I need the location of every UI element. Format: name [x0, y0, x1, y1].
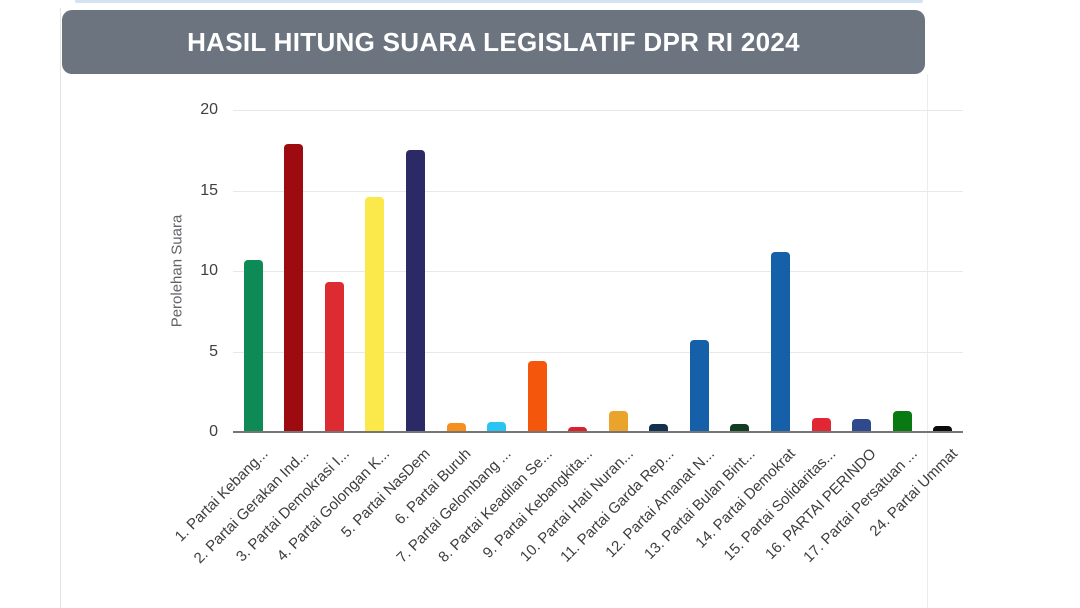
- bar-10[interactable]: [608, 411, 628, 432]
- bar-18[interactable]: [933, 426, 953, 432]
- card-left-border: [60, 8, 61, 608]
- bar-11[interactable]: [649, 423, 669, 432]
- bar-14[interactable]: [771, 251, 790, 432]
- bar-15[interactable]: [811, 417, 831, 432]
- y-tick-label-15: 15: [200, 181, 218, 199]
- y-tick-label-5: 5: [209, 342, 218, 360]
- bar-4[interactable]: [365, 196, 385, 432]
- bar-3[interactable]: [324, 282, 344, 432]
- gridline-5: [233, 351, 963, 353]
- bar-5[interactable]: [406, 150, 425, 432]
- bar-16[interactable]: [852, 419, 872, 432]
- bar-2[interactable]: [284, 143, 304, 432]
- gridline-15: [233, 190, 963, 192]
- page-title: HASIL HITUNG SUARA LEGISLATIF DPR RI 202…: [187, 26, 800, 57]
- y-tick-label-10: 10: [200, 262, 218, 279]
- bar-13[interactable]: [730, 423, 750, 432]
- card-right-border: [927, 74, 928, 608]
- x-axis-baseline: [233, 431, 963, 433]
- gridline-10: [233, 271, 963, 272]
- y-tick-label-0: 0: [209, 423, 218, 440]
- gridline-20: [233, 110, 963, 111]
- bar-17[interactable]: [892, 411, 912, 432]
- bar-8[interactable]: [527, 361, 547, 432]
- bar-7[interactable]: [487, 422, 507, 432]
- bar-1[interactable]: [243, 259, 263, 432]
- chart-title-banner: HASIL HITUNG SUARA LEGISLATIF DPR RI 202…: [62, 10, 925, 74]
- bar-6[interactable]: [446, 423, 466, 432]
- card-top-border: [75, 0, 923, 3]
- y-tick-label-20: 20: [200, 101, 218, 118]
- bar-9[interactable]: [568, 427, 588, 432]
- bar-12[interactable]: [689, 340, 709, 432]
